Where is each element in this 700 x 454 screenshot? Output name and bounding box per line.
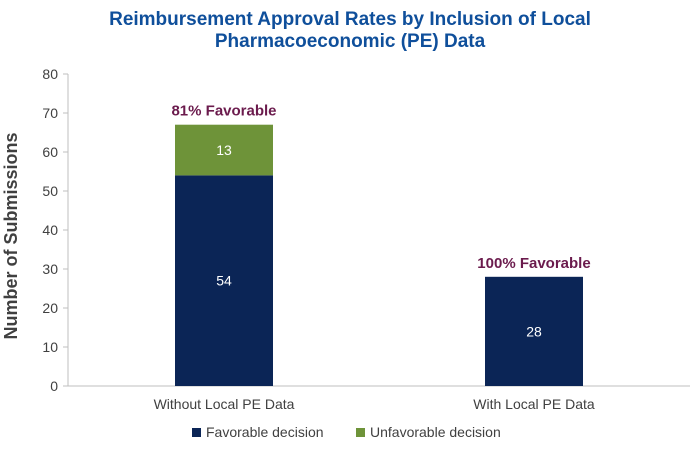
legend-label: Unfavorable decision [370,424,501,440]
bar-favorable [485,276,583,386]
y-tick-label: 50 [42,183,58,199]
x-tick-label: With Local PE Data [473,396,595,412]
y-axis-label: Number of Submissions [1,132,21,339]
y-tick-label: 70 [42,105,58,121]
y-tick-label: 80 [42,66,58,82]
favorable-annotation: 100% Favorable [477,255,590,272]
bar-favorable [175,175,273,386]
favorable-annotation: 81% Favorable [171,103,276,120]
data-label: 28 [526,323,542,339]
data-label: 13 [216,142,232,158]
chart-title-line: Pharmacoeconomic (PE) Data [215,31,486,52]
y-tick-label: 40 [42,222,58,238]
y-tick-label: 30 [42,261,58,277]
legend-swatch [356,428,365,437]
y-tick-label: 20 [42,300,58,316]
legend-label: Favorable decision [206,424,324,440]
x-tick-label: Without Local PE Data [154,396,295,412]
y-tick-label: 60 [42,144,58,160]
data-label: 54 [216,273,232,289]
y-tick-label: 0 [50,378,58,394]
bar-unfavorable [175,124,273,176]
y-tick-label: 10 [42,339,58,355]
legend-swatch [192,428,201,437]
chart-title-line: Reimbursement Approval Rates by Inclusio… [109,9,591,30]
